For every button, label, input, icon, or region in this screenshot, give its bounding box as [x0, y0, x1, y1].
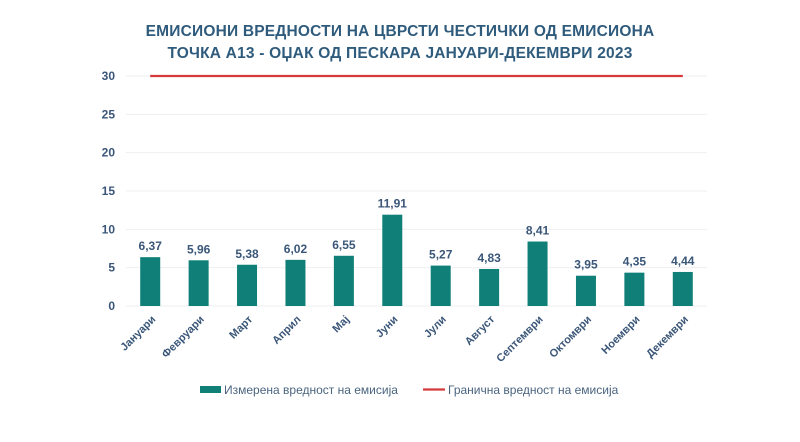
- x-tick-label: Октомври: [547, 314, 594, 361]
- chart-title-line-2: ТОЧКА А13 - ОЏАК ОД ПЕСКАРА ЈАНУАРИ-ДЕКЕ…: [167, 45, 632, 62]
- bar: [672, 271, 693, 306]
- bar: [624, 272, 645, 306]
- x-tick-label: Март: [227, 313, 255, 341]
- x-tick-label: Јануари: [118, 314, 158, 354]
- data-label: 5,96: [187, 242, 211, 256]
- bar: [382, 214, 403, 306]
- x-tick-label: Август: [463, 313, 498, 348]
- x-axis-ticks: Јануари Февруари Март Април Мај Јуни Јули Авгус…: [118, 313, 691, 365]
- bar: [575, 275, 596, 306]
- data-label: 3,95: [574, 258, 598, 272]
- bar: [430, 265, 451, 306]
- x-tick-label: Јуни: [374, 314, 401, 341]
- data-label: 5,38: [235, 247, 259, 261]
- legend-label-limit: Гранична вредност на емисија: [448, 383, 619, 397]
- y-axis-ticks: 0 5 10 15 20 25 30: [102, 69, 116, 313]
- chart-title: ЕМИСИОНИ ВРЕДНОСТИ НА ЦВРСТИ ЧЕСТИЧКИ ОД…: [146, 23, 655, 62]
- data-label: 4,44: [671, 254, 695, 268]
- data-label: 11,91: [378, 197, 408, 211]
- data-label: 6,37: [139, 239, 163, 253]
- x-tick-label: Мај: [330, 314, 352, 336]
- gridlines: [126, 75, 707, 307]
- y-tick-label: 20: [102, 146, 116, 160]
- bar: [285, 259, 306, 306]
- y-tick-label: 30: [102, 69, 116, 83]
- bar: [333, 255, 354, 306]
- bar: [188, 260, 209, 306]
- x-tick-label: Ноември: [599, 314, 642, 357]
- y-tick-label: 15: [102, 184, 116, 198]
- y-tick-label: 0: [108, 299, 115, 313]
- legend-swatch-measured: [200, 386, 221, 393]
- bar: [479, 268, 500, 306]
- chart-title-line-1: ЕМИСИОНИ ВРЕДНОСТИ НА ЦВРСТИ ЧЕСТИЧКИ ОД…: [146, 23, 655, 40]
- x-tick-label: Април: [270, 314, 303, 347]
- legend-label-measured: Измерена вредност на емисија: [224, 383, 398, 397]
- bars: [140, 214, 693, 306]
- bar: [237, 264, 258, 306]
- data-label: 5,27: [429, 248, 453, 262]
- x-tick-label: Јули: [422, 314, 449, 341]
- data-label: 6,55: [332, 238, 356, 252]
- data-labels: 6,37 5,96 5,38 6,02 6,55 11,91 5,27 4,83 8,41 3,9…: [139, 197, 695, 272]
- legend: Измерена вредност на емисија Гранична вр…: [200, 383, 619, 397]
- bar: [527, 241, 548, 306]
- x-tick-label: Декември: [644, 314, 691, 361]
- x-tick-label: Февруари: [160, 314, 207, 361]
- data-label: 8,41: [526, 224, 550, 238]
- bar: [140, 257, 161, 306]
- y-tick-label: 5: [108, 261, 115, 275]
- x-tick-label: Септември: [494, 314, 545, 365]
- data-label: 4,83: [477, 251, 501, 265]
- data-label: 4,35: [623, 255, 647, 269]
- y-tick-label: 10: [102, 222, 116, 236]
- y-tick-label: 25: [102, 107, 116, 121]
- data-label: 6,02: [284, 242, 308, 256]
